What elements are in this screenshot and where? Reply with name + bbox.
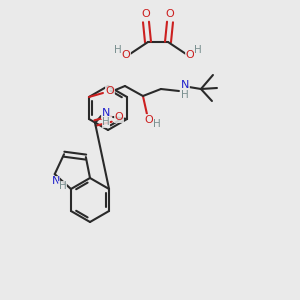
Text: O: O: [186, 50, 194, 60]
Text: H: H: [153, 119, 161, 129]
Text: O: O: [166, 9, 174, 19]
Text: O: O: [142, 9, 150, 19]
Text: O: O: [115, 112, 123, 122]
Text: H: H: [59, 181, 67, 191]
Text: O: O: [106, 86, 114, 96]
Text: H: H: [181, 90, 189, 100]
Text: H: H: [194, 45, 202, 55]
Text: N: N: [52, 176, 60, 186]
Text: N: N: [102, 108, 110, 118]
Text: O: O: [122, 50, 130, 60]
Text: N: N: [181, 80, 189, 90]
Text: H: H: [102, 117, 110, 127]
Text: H: H: [114, 45, 122, 55]
Text: O: O: [145, 115, 153, 125]
